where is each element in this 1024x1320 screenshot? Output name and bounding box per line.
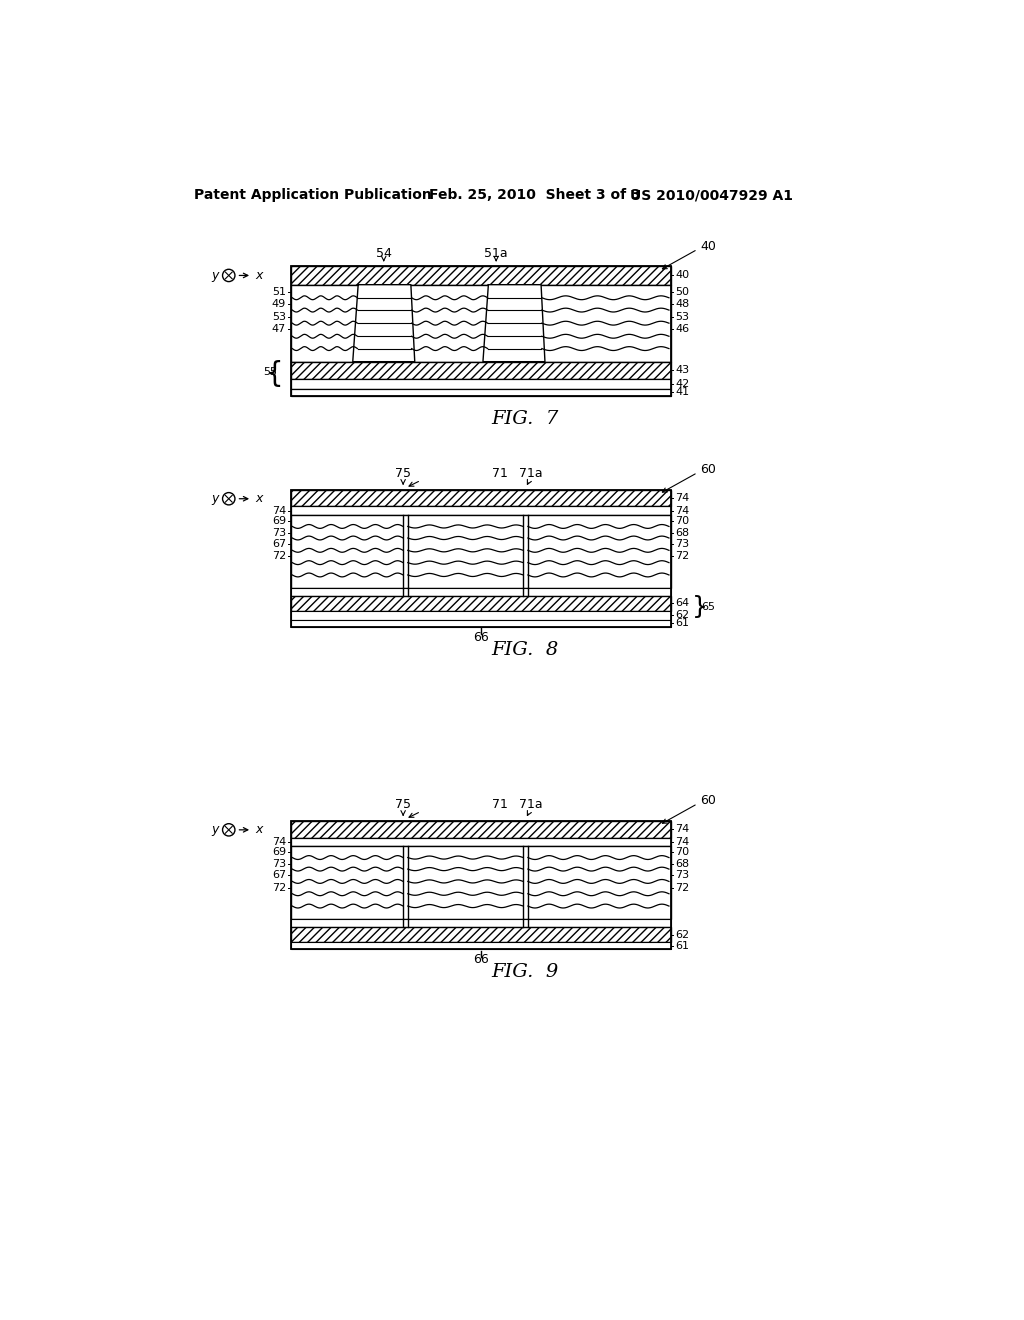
Text: 67: 67 bbox=[272, 539, 286, 549]
Bar bbox=[291, 388, 671, 396]
Bar bbox=[291, 919, 671, 927]
Text: FIG.  9: FIG. 9 bbox=[492, 964, 558, 981]
Text: 74: 74 bbox=[675, 837, 689, 846]
Text: 53: 53 bbox=[675, 312, 689, 322]
Text: 43: 43 bbox=[675, 366, 689, 375]
Text: 70: 70 bbox=[675, 847, 689, 857]
Text: 67: 67 bbox=[272, 870, 286, 880]
Text: 51a: 51a bbox=[484, 247, 508, 260]
Text: 74: 74 bbox=[675, 824, 689, 834]
Text: 75: 75 bbox=[395, 467, 411, 480]
Text: 60: 60 bbox=[700, 463, 716, 477]
Text: 71: 71 bbox=[493, 799, 508, 812]
Bar bbox=[291, 821, 671, 949]
Bar bbox=[291, 595, 671, 611]
Text: 73: 73 bbox=[272, 528, 286, 537]
Text: x: x bbox=[255, 269, 262, 282]
Text: y: y bbox=[211, 492, 219, 506]
Bar bbox=[291, 846, 671, 919]
Text: 61: 61 bbox=[675, 941, 689, 950]
Text: 48: 48 bbox=[675, 298, 689, 309]
Text: 61: 61 bbox=[675, 618, 689, 628]
Text: 47: 47 bbox=[271, 325, 286, 334]
Bar bbox=[291, 837, 671, 846]
Text: {: { bbox=[265, 360, 283, 388]
Text: 65: 65 bbox=[701, 602, 716, 611]
Text: 72: 72 bbox=[271, 552, 286, 561]
Text: x: x bbox=[255, 824, 262, 837]
Text: 69: 69 bbox=[272, 516, 286, 527]
Text: 71: 71 bbox=[493, 467, 508, 480]
Text: 71a: 71a bbox=[519, 799, 543, 812]
Text: Feb. 25, 2010  Sheet 3 of 3: Feb. 25, 2010 Sheet 3 of 3 bbox=[429, 189, 640, 202]
Text: x: x bbox=[255, 492, 262, 506]
Text: 62: 62 bbox=[675, 929, 689, 940]
Text: 40: 40 bbox=[675, 271, 689, 280]
Text: 75: 75 bbox=[395, 799, 411, 812]
Text: 73: 73 bbox=[675, 870, 689, 880]
Text: 73: 73 bbox=[675, 539, 689, 549]
Bar bbox=[291, 619, 671, 627]
Bar bbox=[291, 379, 671, 388]
Text: FIG.  7: FIG. 7 bbox=[492, 411, 558, 429]
Bar bbox=[291, 589, 671, 595]
Text: 62: 62 bbox=[675, 610, 689, 620]
Bar bbox=[291, 515, 671, 589]
Text: US 2010/0047929 A1: US 2010/0047929 A1 bbox=[630, 189, 794, 202]
Text: 64: 64 bbox=[675, 598, 689, 609]
Text: }: } bbox=[692, 594, 709, 619]
Text: FIG.  8: FIG. 8 bbox=[492, 640, 558, 659]
Bar bbox=[291, 490, 671, 507]
Polygon shape bbox=[483, 285, 545, 362]
Bar bbox=[291, 362, 671, 379]
Bar bbox=[291, 285, 671, 362]
Text: 50: 50 bbox=[675, 286, 689, 297]
Text: 53: 53 bbox=[272, 312, 286, 322]
Text: 66: 66 bbox=[473, 631, 488, 644]
Bar bbox=[291, 942, 671, 949]
Text: 74: 74 bbox=[271, 837, 286, 846]
Bar bbox=[291, 611, 671, 619]
Text: 55: 55 bbox=[263, 367, 276, 378]
Text: 54: 54 bbox=[376, 247, 392, 260]
Polygon shape bbox=[352, 285, 415, 362]
Text: 72: 72 bbox=[271, 883, 286, 892]
Text: 73: 73 bbox=[272, 859, 286, 869]
Text: 72: 72 bbox=[675, 883, 689, 892]
Text: 68: 68 bbox=[675, 859, 689, 869]
Text: y: y bbox=[211, 269, 219, 282]
Text: 69: 69 bbox=[272, 847, 286, 857]
Bar bbox=[291, 821, 671, 838]
Text: 49: 49 bbox=[271, 298, 286, 309]
Text: 40: 40 bbox=[700, 240, 716, 252]
Text: 46: 46 bbox=[675, 325, 689, 334]
Text: 41: 41 bbox=[675, 388, 689, 397]
Bar bbox=[291, 490, 671, 627]
Text: 68: 68 bbox=[675, 528, 689, 537]
Bar bbox=[291, 927, 671, 942]
Text: 42: 42 bbox=[675, 379, 689, 388]
Text: 66: 66 bbox=[473, 953, 488, 966]
Text: 74: 74 bbox=[675, 506, 689, 516]
Text: Patent Application Publication: Patent Application Publication bbox=[194, 189, 432, 202]
Bar bbox=[291, 267, 671, 285]
Text: 71a: 71a bbox=[519, 467, 543, 480]
Bar bbox=[291, 507, 671, 515]
Text: 74: 74 bbox=[675, 492, 689, 503]
Text: 74: 74 bbox=[271, 506, 286, 516]
Text: 51: 51 bbox=[272, 286, 286, 297]
Text: 70: 70 bbox=[675, 516, 689, 527]
Text: 72: 72 bbox=[675, 552, 689, 561]
Text: 60: 60 bbox=[700, 795, 716, 807]
Bar bbox=[291, 267, 671, 396]
Text: y: y bbox=[211, 824, 219, 837]
